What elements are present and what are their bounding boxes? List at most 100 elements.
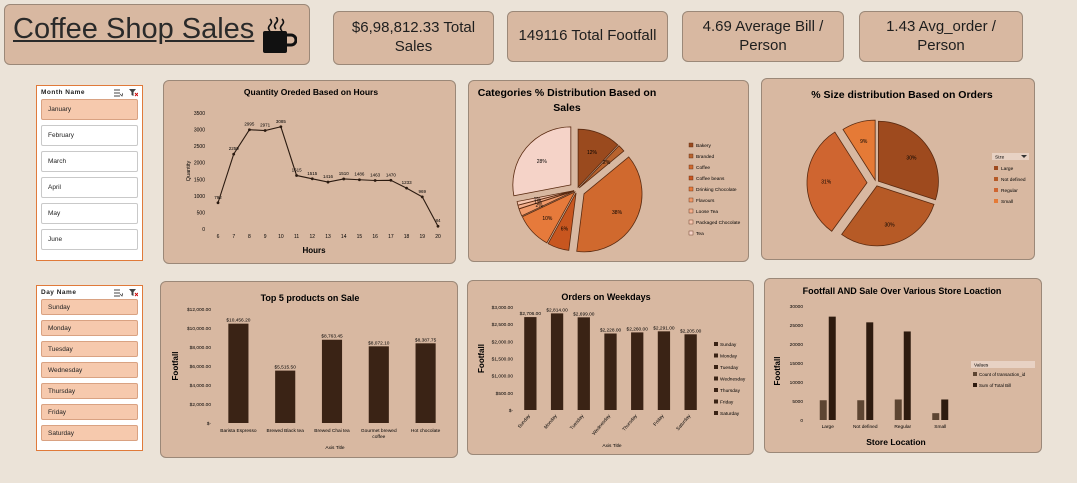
y-tick-label: $8,000.00: [190, 345, 212, 351]
slicer-item-march[interactable]: March: [41, 151, 138, 172]
data-label: $2,706.00: [520, 311, 542, 317]
multi-select-icon[interactable]: [114, 289, 123, 297]
legend-swatch: [994, 166, 998, 170]
slice-label: 2%: [536, 203, 544, 209]
legend-label: Wednesday: [720, 377, 746, 383]
slicer-item-wednesday[interactable]: Wednesday: [41, 362, 138, 378]
data-label: $8,072.10: [368, 340, 390, 346]
data-point: [310, 177, 314, 181]
legend-swatch: [714, 376, 718, 381]
data-label: $2,291.00: [653, 325, 675, 331]
data-point: [373, 179, 377, 182]
data-point: [263, 129, 267, 132]
pie-slice: [841, 185, 935, 247]
categories-pie-chart: Categories % Distribution Based on Sales 1…: [478, 87, 741, 253]
data-label: 3085: [276, 119, 287, 124]
y-axis-title: Footfall: [477, 344, 486, 373]
day-slicer-title: Day Name: [41, 289, 77, 296]
data-point: [420, 195, 424, 199]
products-chart-card: Top 5 products on Sale $- $2,000.00 $4,000.…: [160, 281, 458, 458]
legend-label: Sum of Total Bill: [979, 383, 1011, 388]
legend-label: Coffee: [696, 165, 710, 171]
slice-label: 31%: [821, 179, 832, 185]
x-tick-label: 9: [264, 234, 267, 240]
legend-swatch: [688, 153, 694, 159]
data-label: 1463: [370, 173, 381, 178]
pie-slice: [516, 190, 575, 206]
kpi-average-bill-line2: Person: [739, 36, 787, 54]
legend-label: Friday: [720, 400, 734, 406]
legend-swatch: [714, 353, 718, 358]
bar: [415, 343, 436, 423]
pie-slice: [521, 191, 576, 244]
slicer-item-saturday[interactable]: Saturday: [41, 425, 138, 441]
multi-select-icon[interactable]: [114, 89, 123, 97]
data-point: [342, 177, 346, 181]
kpi-average-order-line2: Person: [917, 36, 965, 54]
chart-title-line1: Categories % Distribution Based on: [478, 87, 657, 99]
legend-swatch: [688, 142, 694, 148]
data-point: [358, 178, 361, 182]
hours-chart-card: Quantity Oreded Based on Hours 0 500 1000 15…: [163, 80, 456, 264]
legend-swatch: [714, 388, 718, 392]
slicer-item-tuesday[interactable]: Tuesday: [41, 341, 138, 357]
day-slicer-items: Sunday Monday Tuesday Wednesday Thursday Frid…: [37, 299, 142, 441]
data-label: 1470: [386, 172, 397, 177]
slicer-item-february[interactable]: February: [41, 125, 138, 146]
pie-slice: [547, 192, 577, 251]
kpi-total-sales-line1: $6,98,812.33 Total: [351, 19, 476, 37]
clear-filter-icon[interactable]: [129, 288, 138, 297]
data-label: $2,814.00: [546, 307, 568, 313]
data-label: 1416: [323, 174, 334, 179]
legend-label: Not defined: [1001, 177, 1026, 183]
hours-line-chart: Quantity Oreded Based on Hours 0 500 1000 15…: [186, 87, 441, 255]
x-tick-label-line1: Gourmet brewed: [361, 428, 397, 434]
slice-label: 1%: [534, 197, 542, 203]
slicer-item-january[interactable]: January: [41, 99, 138, 120]
data-point: [248, 128, 251, 132]
legend-title: Values: [974, 363, 989, 369]
data-label: 84: [435, 218, 441, 223]
bar-transactions: [932, 413, 940, 420]
legend-header-box: [971, 361, 1035, 368]
x-tick-label: 7: [232, 234, 235, 240]
legend-swatch: [688, 197, 694, 203]
legend-label: Bakery: [696, 143, 712, 149]
data-label: $2,260.00: [627, 326, 649, 332]
x-tick-label: 18: [404, 234, 410, 240]
legend-label: Saturday: [720, 411, 740, 417]
chart-title: Quantity Oreded Based on Hours: [244, 87, 378, 97]
y-tick-label: 1000: [194, 194, 205, 200]
legend-label: Thursday: [720, 388, 741, 394]
x-tick-label: Large: [822, 424, 835, 430]
kpi-average-bill: 4.69 Average Bill / Person: [682, 11, 844, 62]
slicer-item-june[interactable]: June: [41, 229, 138, 250]
x-tick-label: Tuesday: [569, 413, 586, 431]
bar: [321, 339, 343, 423]
x-tick-label: 8: [248, 234, 251, 240]
legend-label: Tea: [696, 231, 704, 237]
slicer-item-may[interactable]: May: [41, 203, 138, 224]
clear-filter-icon[interactable]: [129, 88, 138, 97]
pie-slice: [578, 145, 625, 189]
slice-label: 1%: [534, 199, 542, 205]
slicer-item-april[interactable]: April: [41, 177, 138, 198]
locations-chart-card: Footfall AND Sale Over Various Store Loa…: [764, 278, 1042, 453]
slicer-item-sunday[interactable]: Sunday: [41, 299, 138, 315]
slicer-item-thursday[interactable]: Thursday: [41, 383, 138, 399]
legend-swatch: [688, 175, 694, 181]
slicer-item-friday[interactable]: Friday: [41, 404, 138, 420]
bar-total-bill: [866, 322, 874, 420]
x-axis-title: Axis Title: [602, 443, 622, 449]
slicer-item-monday[interactable]: Monday: [41, 320, 138, 336]
y-tick-label: 0: [800, 418, 803, 424]
y-tick-label: $1,000.00: [492, 374, 514, 380]
legend-label: Packaged Chocolate: [696, 220, 741, 226]
y-tick-label: 25000: [790, 323, 804, 329]
data-point: [405, 186, 408, 190]
y-axis-title: Quantity: [186, 161, 192, 182]
legend-header-box: [992, 153, 1029, 160]
bar: [524, 317, 537, 410]
bar: [657, 331, 671, 410]
bar: [684, 334, 697, 410]
